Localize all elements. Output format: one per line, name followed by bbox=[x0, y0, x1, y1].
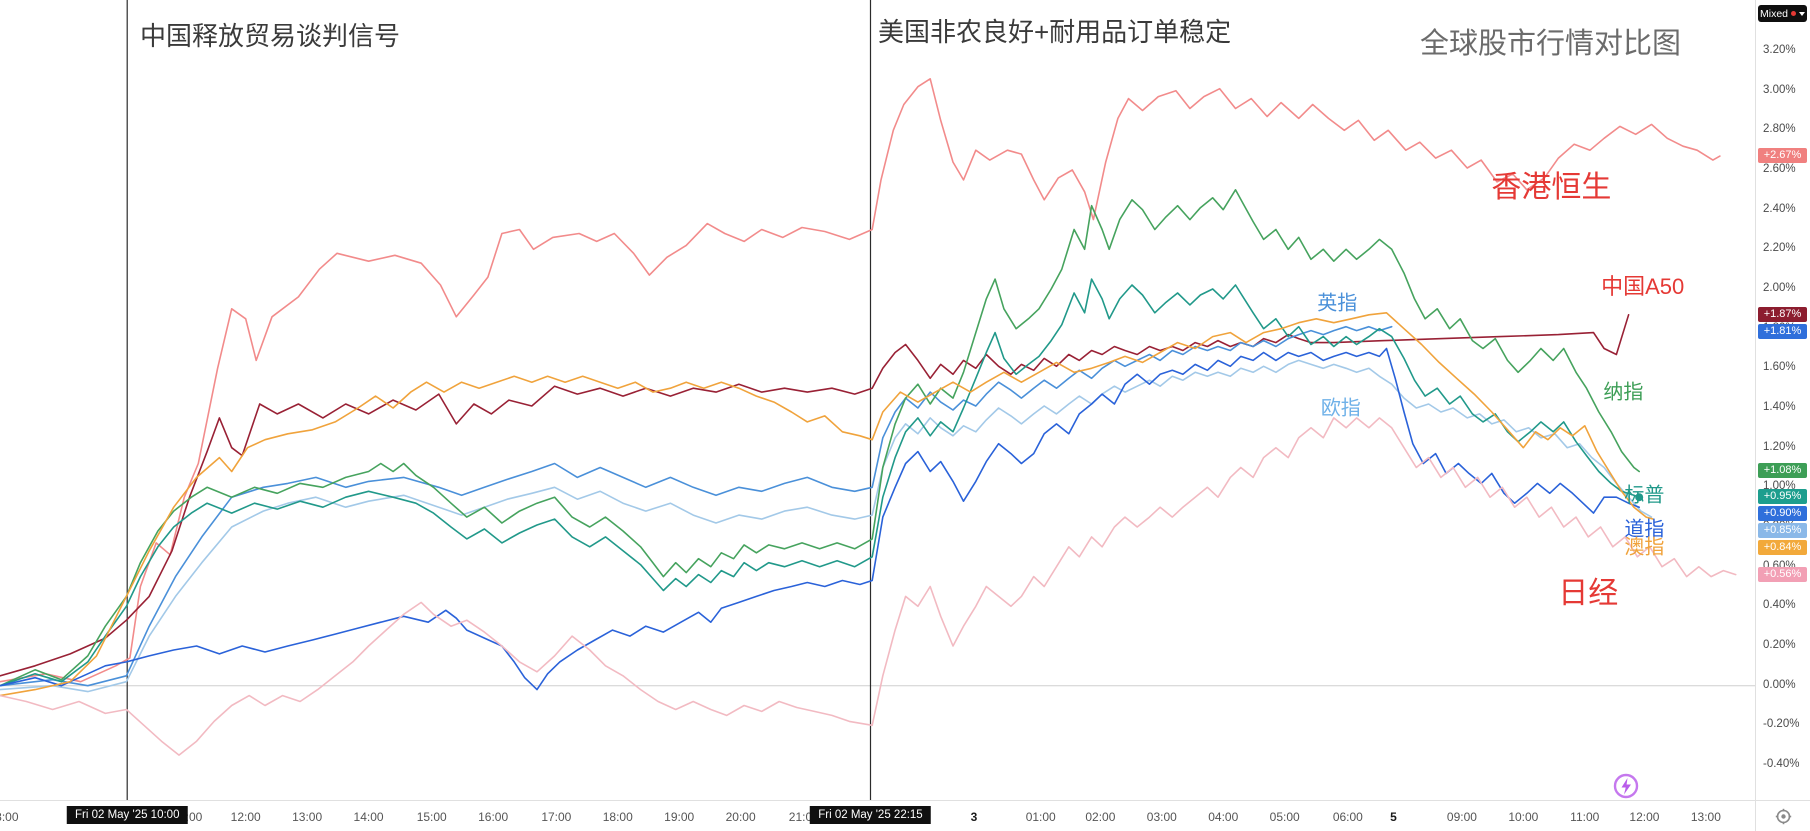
price-change-badge-nasdaq: +1.08% bbox=[1758, 463, 1807, 479]
y-axis-tick: 2.80% bbox=[1763, 123, 1796, 136]
lightning-circle-icon bbox=[1613, 773, 1639, 799]
time-axis-label: 5 bbox=[1390, 810, 1397, 824]
series-label-euro[interactable]: 欧指 bbox=[1320, 397, 1361, 420]
series-label-hsi[interactable]: 香港恒生 bbox=[1491, 170, 1612, 204]
series-line-nasdaq[interactable] bbox=[0, 189, 1640, 687]
y-axis-tick: 1.20% bbox=[1763, 440, 1796, 453]
time-axis-label: 13:00 bbox=[1690, 810, 1721, 824]
event-time-badge: Fri 02 May '25 10:00 bbox=[66, 806, 188, 824]
time-axis[interactable]: 08:00 11:00 12:00 13:00 14:00 15:00 16:00 17:00… bbox=[0, 800, 1755, 831]
series-line-aus[interactable] bbox=[0, 311, 1654, 697]
series-label-a50[interactable]: 中国A50 bbox=[1601, 274, 1685, 300]
settings-icon[interactable] bbox=[1775, 808, 1792, 825]
y-axis-tick: -0.20% bbox=[1763, 718, 1800, 731]
price-change-badge-aus: +0.84% bbox=[1758, 540, 1807, 556]
series-line-euro[interactable] bbox=[0, 359, 1653, 693]
series-line-dow[interactable] bbox=[0, 347, 1640, 691]
series-line-uk[interactable] bbox=[0, 325, 1393, 687]
price-change-badge-sp: +0.95% bbox=[1758, 489, 1807, 505]
y-axis-tick: 1.60% bbox=[1763, 361, 1796, 374]
time-axis-label: 19:00 bbox=[664, 810, 695, 824]
series-label-aus[interactable]: 澳指 bbox=[1624, 536, 1665, 559]
price-axis[interactable]: Mixed 3.20% 3.00% 2.80% 2.60% 2.40% 2.20% 2.00… bbox=[1755, 0, 1810, 800]
time-axis-label: 20:00 bbox=[725, 810, 756, 824]
time-axis-label: 09:00 bbox=[1446, 810, 1477, 824]
time-axis-label: 13:00 bbox=[292, 810, 323, 824]
series-label-uk[interactable]: 英指 bbox=[1317, 292, 1358, 315]
y-axis-tick: 1.40% bbox=[1763, 401, 1796, 413]
mixed-scale-dot-icon bbox=[1791, 11, 1796, 16]
annotation-event1-title[interactable]: 中国释放贸易谈判信号 bbox=[140, 21, 401, 51]
series-line-a50[interactable] bbox=[0, 313, 1630, 677]
time-axis-label: 01:00 bbox=[1025, 810, 1056, 824]
chart-title: 全球股市行情对比图 bbox=[1420, 28, 1682, 60]
y-axis-tick: 2.00% bbox=[1763, 282, 1796, 294]
flash-icon[interactable] bbox=[1612, 772, 1640, 800]
price-change-badge-euro: +0.85% bbox=[1758, 523, 1807, 539]
annotation-event2-title[interactable]: 美国非农良好+耐用品订单稳定 bbox=[878, 17, 1232, 47]
y-axis-tick: 2.20% bbox=[1763, 242, 1796, 255]
y-axis-tick: 0.40% bbox=[1763, 599, 1796, 612]
last-price-dot-sp bbox=[1635, 493, 1644, 502]
scale-mode-button[interactable]: Mixed bbox=[1758, 5, 1807, 22]
scale-mode-label: Mixed bbox=[1759, 7, 1788, 20]
y-axis-tick: 2.60% bbox=[1763, 163, 1796, 175]
series-labels-layer: 香港恒生中国A50 英指欧指 纳指标普道指 澳指 日经 bbox=[1317, 170, 1685, 611]
y-axis-tick: 2.40% bbox=[1763, 202, 1796, 215]
time-axis-label: 04:00 bbox=[1208, 810, 1239, 824]
series-line-hsi[interactable] bbox=[0, 78, 1721, 683]
time-axis-label: 3 bbox=[970, 810, 978, 824]
price-change-badge-nikkei: +0.56% bbox=[1758, 566, 1807, 582]
axis-corner bbox=[1755, 800, 1810, 831]
time-axis-label: 06:00 bbox=[1332, 810, 1363, 824]
series-label-dow[interactable]: 道指 bbox=[1624, 518, 1665, 541]
y-axis-tick: 3.00% bbox=[1763, 83, 1796, 96]
chevron-down-icon bbox=[1799, 11, 1805, 16]
time-axis-label: 03:00 bbox=[1146, 810, 1177, 824]
time-axis-label: 12:00 bbox=[1629, 810, 1660, 824]
time-axis-label: 02:00 bbox=[1085, 810, 1116, 824]
series-label-sp[interactable]: 标普 bbox=[1624, 484, 1665, 507]
price-change-badge-a50: +1.87% bbox=[1758, 306, 1807, 322]
y-axis-tick: 0.00% bbox=[1763, 678, 1796, 691]
time-axis-label: 11:00 bbox=[1570, 810, 1600, 824]
y-axis-tick: 0.20% bbox=[1763, 639, 1796, 651]
time-axis-label: 14:00 bbox=[353, 810, 384, 824]
price-change-badge-uk: +1.81% bbox=[1758, 323, 1807, 339]
time-axis-label: 17:00 bbox=[541, 810, 572, 824]
time-axis-label: 16:00 bbox=[478, 810, 509, 824]
y-axis-tick: -0.40% bbox=[1763, 758, 1800, 770]
time-axis-label: 05:00 bbox=[1269, 810, 1300, 824]
time-axis-label: 12:00 bbox=[230, 810, 261, 824]
y-axis-tick: 3.20% bbox=[1763, 44, 1796, 56]
event-time-badge: Fri 02 May '25 22:15 bbox=[810, 806, 931, 824]
series-label-nasdaq[interactable]: 纳指 bbox=[1603, 381, 1644, 404]
time-axis-label: 18:00 bbox=[602, 810, 633, 824]
series-line-sp[interactable] bbox=[0, 278, 1640, 687]
time-axis-label: 08:00 bbox=[0, 810, 19, 824]
series-line-nikkei[interactable] bbox=[0, 417, 1737, 756]
price-change-badge-dow: +0.90% bbox=[1758, 506, 1807, 522]
price-change-badge-hsi: +2.67% bbox=[1758, 148, 1807, 164]
time-axis-label: 10:00 bbox=[1508, 810, 1539, 824]
time-axis-label: 15:00 bbox=[416, 810, 447, 824]
series-label-nikkei[interactable]: 日经 bbox=[1558, 577, 1619, 611]
price-plot bbox=[0, 0, 1755, 800]
